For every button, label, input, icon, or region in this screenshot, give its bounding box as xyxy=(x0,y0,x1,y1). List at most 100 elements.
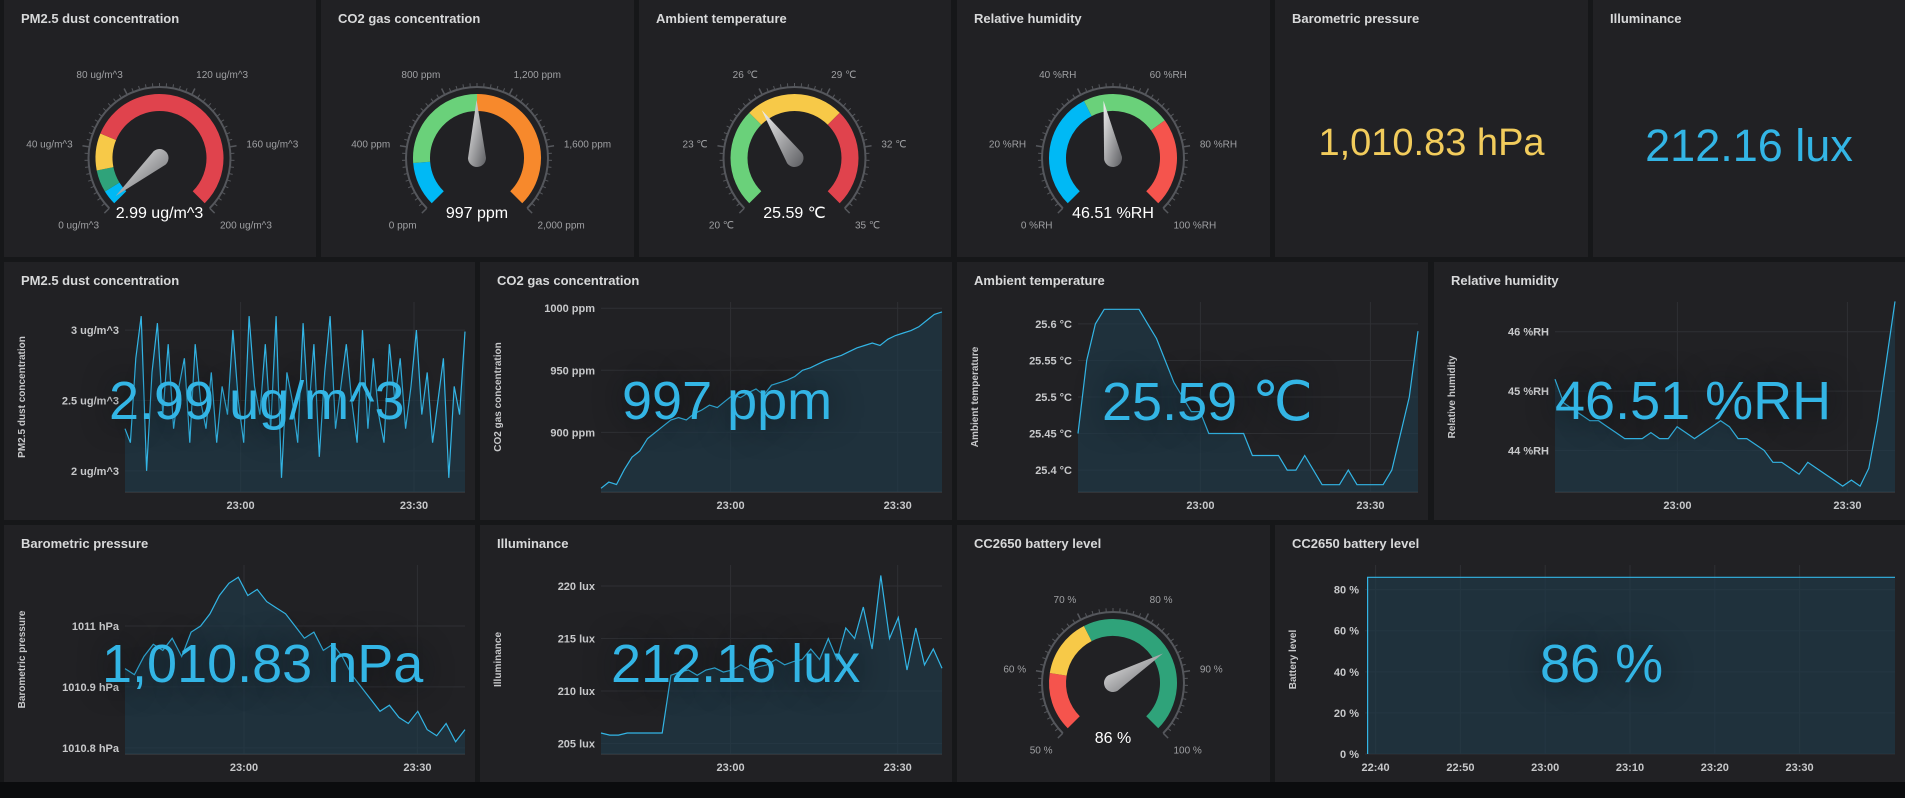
gauge-tick-mark xyxy=(721,173,726,175)
y-tick-label: 2.5 ug/m^3 xyxy=(62,396,119,408)
gauge-tick-mark xyxy=(221,191,226,195)
gauge-panel-humidity: Relative humidity 0 %RH 20 %RH 40 %RH 60 %R… xyxy=(957,0,1270,257)
gauge-tick-mark xyxy=(223,125,228,129)
gauge-value: 2.99 ug/m^3 xyxy=(116,205,204,222)
gauge-tick-mark xyxy=(93,191,98,195)
gauge-tick-mark xyxy=(185,88,188,93)
graph-svg: 0 % 20 % 40 % 60 % 80 % 22:40 22:50 23:00 23:10 2… xyxy=(1288,565,1895,774)
gauge-tick-mark xyxy=(547,166,552,168)
gauge-tick-label: 200 ug/m^3 xyxy=(220,220,272,231)
y-tick-label: 45 %RH xyxy=(1508,386,1549,398)
gauge-tick-mark xyxy=(547,145,555,148)
gauge-tick-mark xyxy=(411,191,416,195)
gauge-tick-mark xyxy=(1041,179,1046,182)
gauge-tick-mark xyxy=(1042,657,1047,660)
gauge-tick-mark xyxy=(425,102,429,107)
y-tick-label: 20 % xyxy=(1334,708,1359,720)
gauge-tick-label: 50 % xyxy=(1030,745,1053,756)
gauge-tick-mark xyxy=(1170,638,1174,642)
gauge-band xyxy=(1049,672,1081,729)
y-tick-label: 1000 ppm xyxy=(544,303,595,315)
series-area xyxy=(1555,301,1895,492)
gauge-tick-mark xyxy=(1174,191,1179,195)
panel-title: Relative humidity xyxy=(1451,273,1559,288)
graph-big-value: 997 ppm xyxy=(622,371,833,431)
gauge-tick-mark xyxy=(226,132,231,135)
y-tick-label: 1010.8 hPa xyxy=(62,743,120,755)
gauge-tick-mark xyxy=(1047,716,1052,720)
y-tick-label: 210 lux xyxy=(558,686,596,698)
gauge-tick-mark xyxy=(455,85,458,90)
y-tick-label: 60 % xyxy=(1334,626,1359,638)
gauge-tick-mark xyxy=(1125,84,1128,89)
x-tick-label: 22:40 xyxy=(1362,762,1390,774)
gauge-tick-mark xyxy=(101,202,106,207)
gauge-tick-mark xyxy=(826,88,831,96)
gauge-tick-label: 0 ppm xyxy=(389,220,417,231)
gauge-tick-mark xyxy=(402,166,407,168)
gauge-tick-label: 100 %RH xyxy=(1173,220,1216,231)
y-tick-label: 80 % xyxy=(1334,585,1359,597)
y-tick-label: 44 %RH xyxy=(1508,445,1549,457)
gauge-tick-mark xyxy=(1144,88,1150,96)
y-tick-label: 950 ppm xyxy=(550,365,595,377)
x-tick-label: 23:00 xyxy=(717,762,745,774)
gauge-tick-mark xyxy=(1156,98,1160,103)
gauge-tick-mark xyxy=(526,207,533,214)
y-tick-label: 3 ug/m^3 xyxy=(71,325,119,337)
panel-title: CC2650 battery level xyxy=(974,536,1102,551)
panel-title: Ambient temperature xyxy=(974,273,1105,288)
gauge-tick-mark xyxy=(1056,633,1061,637)
graph-svg: 2 ug/m^3 2.5 ug/m^3 3 ug/m^3 23:00 23:30 PM2.… xyxy=(17,302,466,512)
gauge-tick-mark xyxy=(545,138,550,141)
gauge-tick-mark xyxy=(1091,85,1094,90)
y-tick-label: 1011 hPa xyxy=(72,621,120,633)
gauge-tick-mark xyxy=(1052,113,1056,117)
gauge-band xyxy=(413,161,445,204)
gauge-tick-mark xyxy=(726,125,731,129)
gauge-tick-mark xyxy=(212,108,217,112)
gauge-tick-mark xyxy=(738,207,745,214)
gauge-tick-mark xyxy=(1072,619,1076,624)
gauge-tick-mark xyxy=(94,119,99,123)
gauge-tick-mark xyxy=(525,102,529,107)
gauge-tick-mark xyxy=(753,94,757,99)
gauge-tick-mark xyxy=(207,102,212,107)
panel-title: PM2.5 dust concentration xyxy=(21,11,180,26)
gauge-tick-mark xyxy=(529,108,534,112)
gauge-tick-label: 400 ppm xyxy=(351,139,390,150)
y-tick-label: 215 lux xyxy=(558,634,596,646)
gauge-tick-mark xyxy=(224,185,229,189)
gauge-band xyxy=(104,182,127,204)
x-tick-label: 23:00 xyxy=(227,500,255,512)
y-tick-label: 220 lux xyxy=(558,581,596,593)
gauge-band xyxy=(1145,120,1177,204)
gauge-tick-mark xyxy=(418,202,423,207)
x-tick-label: 23:00 xyxy=(230,762,258,774)
gauge-tick-mark xyxy=(213,202,218,207)
series-area xyxy=(601,575,942,754)
gauge-tick-mark xyxy=(514,94,518,99)
gauge-needle xyxy=(761,110,804,167)
gauge-tick-mark xyxy=(90,185,95,189)
gauge-tick-mark xyxy=(1171,722,1176,726)
gauge-tick-mark xyxy=(1183,166,1188,168)
gauge-tick-mark xyxy=(405,179,410,182)
gauge-band xyxy=(827,112,859,204)
gauge-tick-mark xyxy=(421,207,428,214)
gauge-tick-mark xyxy=(1138,88,1142,93)
gauge-value: 86 % xyxy=(1095,730,1131,747)
gauge-band xyxy=(1083,94,1165,131)
panel-title: Barometric pressure xyxy=(1292,11,1420,26)
y-tick-label: 46 %RH xyxy=(1508,327,1549,339)
y-tick-label: 25.55 °C xyxy=(1029,355,1072,367)
gauge-tick-mark xyxy=(851,113,856,117)
graph-svg: 900 ppm 950 ppm 1000 ppm 23:00 23:30 CO2 gas … xyxy=(493,302,943,512)
gauge-tick-mark xyxy=(88,132,93,135)
gauge-tick-mark xyxy=(1050,722,1055,726)
gauge-tick-label: 29 ℃ xyxy=(831,70,856,81)
y-tick-label: 205 lux xyxy=(558,739,596,751)
panel-title: CC2650 battery level xyxy=(1292,536,1420,551)
gauge-tick-mark xyxy=(1173,644,1178,648)
series-area xyxy=(601,311,942,492)
